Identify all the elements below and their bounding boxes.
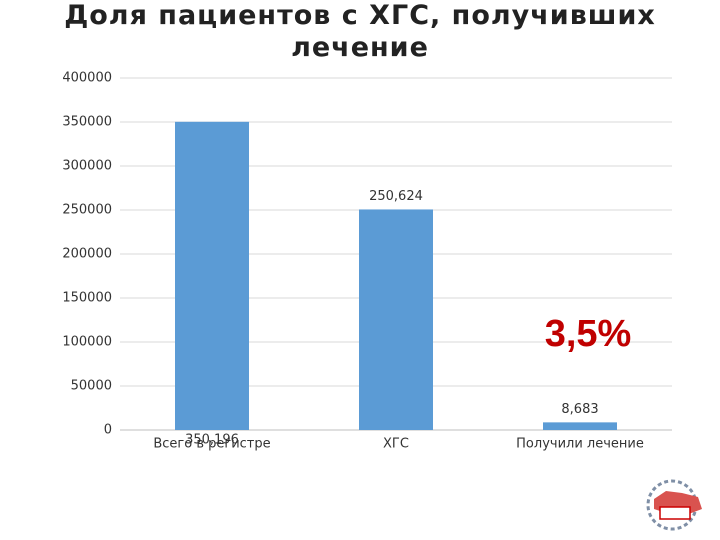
y-tick-label: 400000 <box>62 71 112 86</box>
x-tick-label: ХГС <box>383 437 409 452</box>
value-label: 8,683 <box>561 402 598 417</box>
bar <box>359 209 433 430</box>
y-tick-label: 250000 <box>62 203 112 218</box>
y-tick-label: 200000 <box>62 247 112 262</box>
x-tick-label: Всего в регистре <box>153 437 270 452</box>
y-tick-label: 50000 <box>71 379 112 394</box>
x-tick-label: Получили лечение <box>516 437 644 452</box>
bar <box>175 121 249 431</box>
y-tick-label: 0 <box>104 423 112 438</box>
y-tick-label: 300000 <box>62 159 112 174</box>
logo <box>646 479 702 531</box>
annotation: 3,5% <box>545 313 632 355</box>
bar <box>543 422 617 430</box>
value-label: 250,624 <box>369 189 423 204</box>
chart-title: Доля пациентов с ХГС, получивших лечение <box>64 0 656 63</box>
y-tick-label: 150000 <box>62 291 112 306</box>
y-tick-label: 350000 <box>62 115 112 130</box>
y-tick-label: 100000 <box>62 335 112 350</box>
value-label: 350,196 <box>185 433 239 448</box>
